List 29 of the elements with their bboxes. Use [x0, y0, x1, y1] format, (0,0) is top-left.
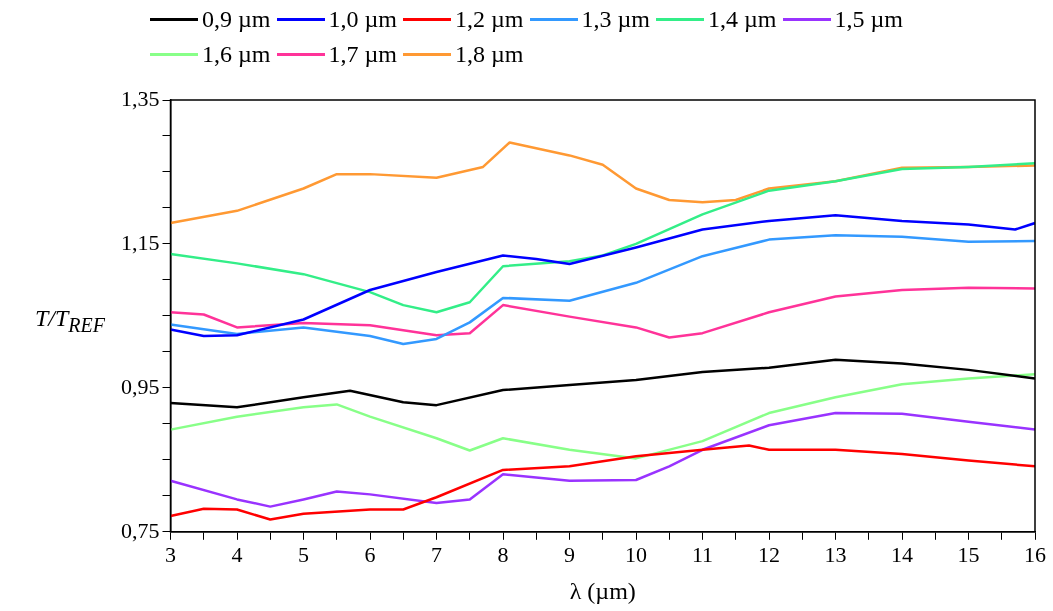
legend-label: 1,7 µm [328, 41, 397, 68]
x-tick-label: 14 [891, 541, 913, 567]
legend-label: 0,9 µm [202, 6, 271, 33]
x-tick-label: 8 [497, 541, 509, 567]
x-tick-label: 4 [231, 541, 243, 567]
x-tick-label: 3 [165, 541, 176, 567]
legend-label: 1,5 µm [834, 6, 903, 33]
x-tick-label: 15 [957, 541, 980, 567]
x-tick-label: 5 [298, 541, 309, 567]
x-tick-label: 16 [1024, 541, 1046, 567]
y-tick-label: 0,75 [121, 517, 160, 543]
x-tick-label: 11 [691, 541, 714, 567]
x-tick-label: 12 [758, 541, 780, 567]
legend-label: 1,2 µm [455, 6, 524, 33]
legend-label: 1,6 µm [202, 41, 271, 68]
x-tick-label: 7 [431, 541, 442, 567]
x-tick-label: 9 [564, 541, 575, 567]
y-axis-title: T/T$_{REF}$ [33, 305, 105, 337]
x-tick-label: 10 [625, 541, 647, 567]
y-tick-label: 1,15 [121, 229, 160, 255]
x-axis-title: λ (µm) [569, 577, 636, 604]
legend-label: 1,4 µm [708, 6, 777, 33]
legend-label: 1,0 µm [328, 6, 397, 33]
y-tick-label: 0,95 [121, 373, 160, 399]
legend-label: 1,3 µm [581, 6, 650, 33]
x-tick-label: 13 [824, 541, 847, 567]
x-tick-label: 6 [364, 541, 376, 567]
legend-label: 1,8 µm [455, 41, 524, 68]
y-tick-label: 1,35 [121, 85, 160, 111]
